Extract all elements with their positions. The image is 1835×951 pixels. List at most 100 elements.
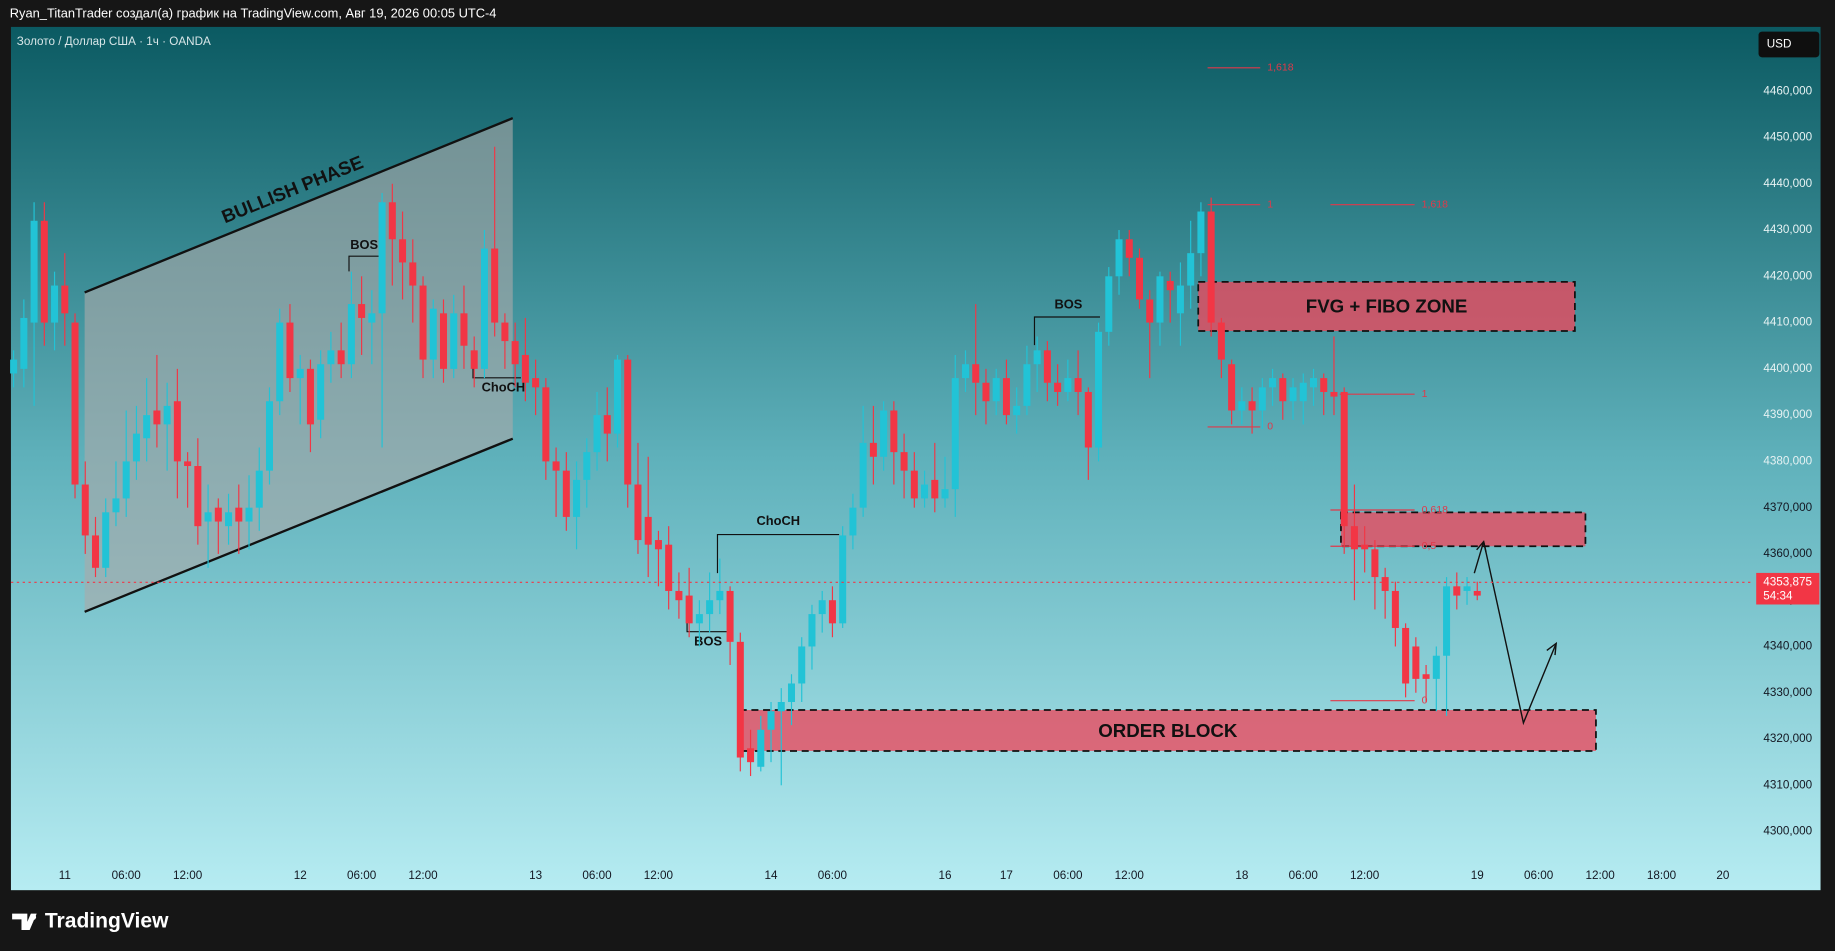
currency-label[interactable]: USD: [1767, 38, 1792, 51]
fib-label: 0,5: [1422, 540, 1437, 552]
x-tick-label: 06:00: [1053, 869, 1083, 882]
x-tick-label: 06:00: [347, 869, 377, 882]
candle-body: [194, 466, 202, 527]
candle-body: [255, 470, 263, 508]
candle-body: [808, 614, 816, 647]
candle-body: [1412, 646, 1420, 679]
last-price-label: 4353,875: [1763, 575, 1812, 588]
y-tick-label: 4440,000: [1763, 177, 1812, 190]
structure-label: ChoCH: [482, 380, 526, 395]
y-tick-label: 4460,000: [1763, 84, 1812, 97]
candle-body: [204, 512, 212, 522]
candle-body: [378, 202, 386, 314]
x-tick-label: 17: [1000, 869, 1013, 882]
candle-body: [900, 452, 908, 471]
y-tick-label: 4420,000: [1763, 269, 1812, 282]
projection-arrow: [1473, 541, 1557, 726]
y-tick-label: 4310,000: [1763, 778, 1812, 791]
zone-label: ORDER BLOCK: [1098, 720, 1238, 741]
candle-body: [767, 711, 775, 730]
candle-body: [828, 600, 836, 624]
candle-body: [245, 507, 253, 522]
countdown-label: 54:34: [1763, 589, 1793, 602]
candle-body: [460, 313, 468, 346]
symbol-title: Золото / Доллар США · 1ч · OANDA: [17, 35, 211, 48]
candle-body: [276, 322, 284, 402]
candle-body: [982, 382, 990, 402]
candle-body: [1002, 378, 1010, 416]
candle-body: [736, 641, 744, 758]
candle-body: [358, 304, 366, 318]
x-tick-label: 11: [59, 869, 71, 882]
candle-body: [511, 341, 519, 365]
candle-body: [480, 248, 488, 369]
candle-body: [1095, 331, 1103, 448]
candle-body: [235, 507, 243, 522]
candle-body: [1402, 627, 1410, 684]
candle-body: [143, 415, 151, 439]
brand-icon-dot: [30, 914, 37, 921]
y-tick-label: 4380,000: [1763, 454, 1812, 467]
y-tick-label: 4450,000: [1763, 131, 1812, 144]
candle-body: [1361, 544, 1369, 550]
candle-body: [1228, 364, 1236, 411]
candle-body: [20, 317, 28, 369]
candle-body: [542, 387, 550, 462]
x-tick-label: 12:00: [1585, 869, 1615, 882]
candle-body: [327, 350, 335, 365]
order-block: [738, 709, 1597, 752]
candle-body: [1473, 590, 1481, 596]
candle-body: [91, 535, 100, 568]
candle-body: [818, 600, 826, 615]
fib-label: 1: [1267, 198, 1273, 210]
candle-body: [1125, 239, 1133, 258]
y-tick-label: 4410,000: [1763, 316, 1812, 329]
candle-body: [102, 512, 110, 568]
candle-body: [1258, 387, 1266, 411]
candle-body: [1135, 257, 1144, 300]
candle-body: [951, 378, 959, 490]
x-tick-label: 19: [1471, 869, 1484, 882]
candle-body: [1023, 364, 1031, 406]
x-tick-label: 06:00: [582, 869, 612, 882]
candle-body: [1187, 253, 1195, 286]
x-tick-label: 16: [939, 869, 952, 882]
x-tick-label: 12: [294, 869, 307, 882]
candle-body: [1115, 239, 1123, 277]
candle-body: [163, 405, 171, 425]
candle-body: [1084, 391, 1092, 448]
fib-label: 0,618: [1422, 504, 1448, 516]
structure-line: [716, 533, 840, 574]
candle-body: [1064, 378, 1072, 392]
candle-body: [992, 378, 1000, 402]
candle-body: [603, 415, 611, 434]
candle-body: [890, 410, 898, 453]
candle-body: [1422, 674, 1430, 679]
last-price-box: [1756, 572, 1820, 605]
header-text: Ryan_TitanTrader создал(а) график на Tra…: [10, 5, 497, 20]
currency-button[interactable]: [1758, 31, 1820, 58]
candle-body: [153, 410, 161, 425]
candle-body: [388, 202, 396, 240]
candle-body: [869, 442, 877, 457]
structure-label: BOS: [1054, 297, 1082, 312]
candle-body: [450, 313, 458, 369]
y-tick-label: 4340,000: [1763, 640, 1812, 653]
structure-line: [1033, 316, 1100, 346]
fib-label: 0: [1422, 694, 1428, 706]
candle-body: [716, 590, 724, 601]
candle-body: [173, 401, 181, 462]
candle-body: [1443, 586, 1451, 656]
candle-body: [439, 313, 448, 369]
candle-body: [419, 285, 427, 360]
x-tick-label: 12:00: [173, 869, 203, 882]
candle-body: [777, 702, 785, 712]
candle-body: [61, 285, 69, 314]
candle-body: [399, 239, 407, 263]
candle-body: [757, 729, 765, 767]
candle-body: [470, 350, 478, 369]
candle-body: [317, 364, 325, 420]
candle-body: [1309, 378, 1318, 388]
candle-body: [1238, 401, 1246, 411]
